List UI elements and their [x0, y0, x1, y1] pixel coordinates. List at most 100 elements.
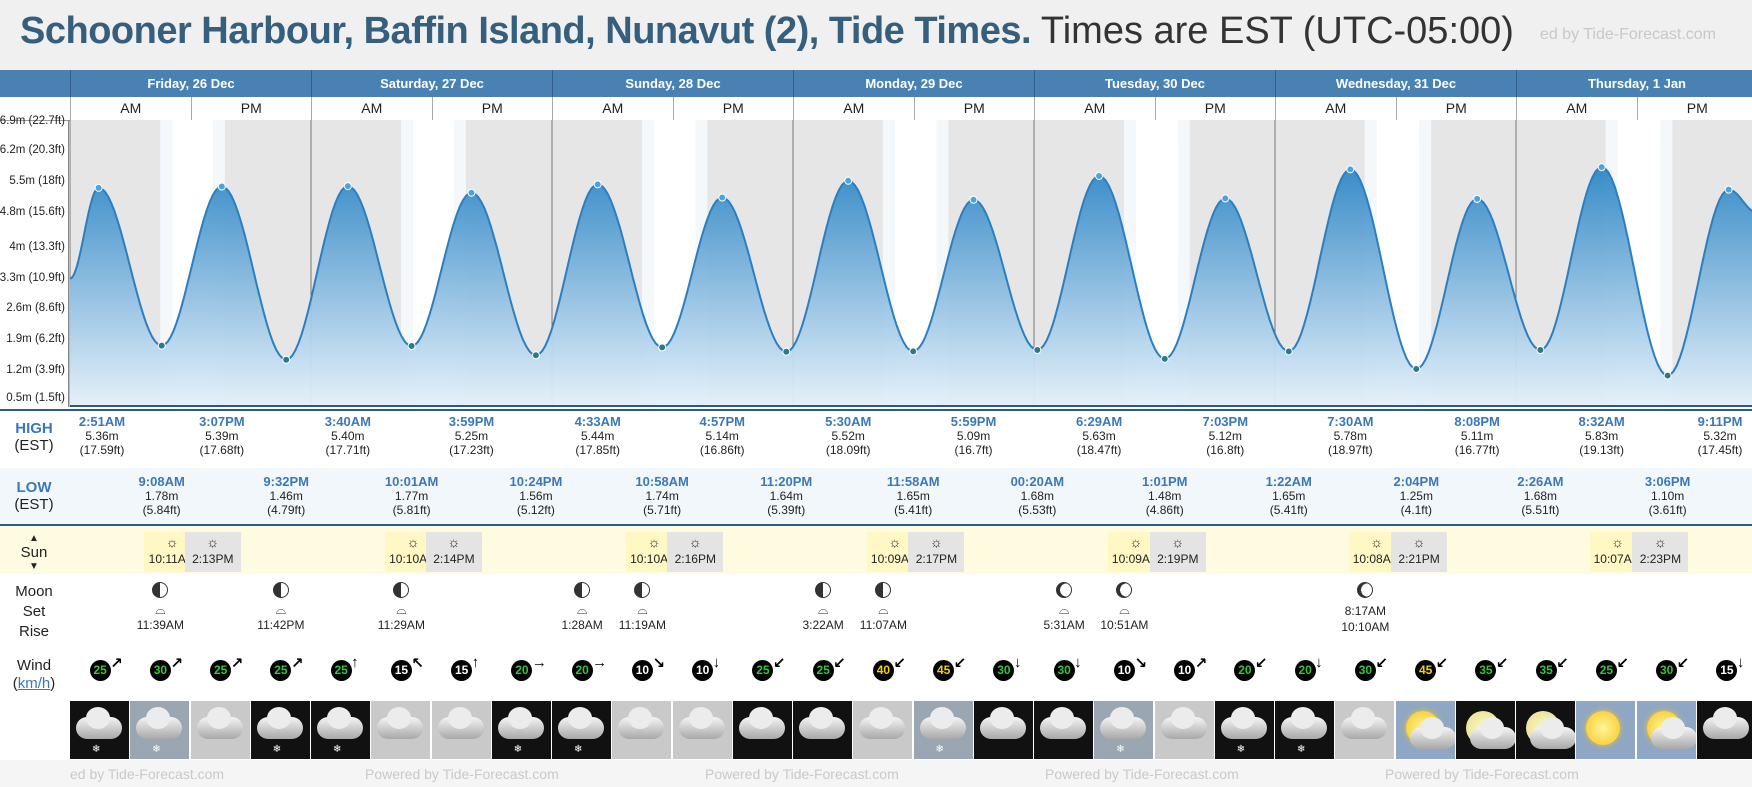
tide-point[interactable] [1095, 171, 1104, 180]
tide-point[interactable] [217, 182, 226, 191]
tide-point[interactable] [844, 176, 853, 185]
high-tide-entry: 8:32AM 5.83m (19.13ft) [1578, 414, 1625, 458]
tide-point[interactable] [969, 195, 978, 204]
moon-entry: ⌓ 11:19AM [612, 582, 672, 632]
wind-entry: 30 ↓ [1034, 654, 1094, 694]
sunset-entry: ☼ 2:23PM [1632, 532, 1689, 572]
sunrise-icon: ☼ [888, 534, 902, 550]
tide-point[interactable] [282, 355, 291, 364]
tide-point[interactable] [1033, 346, 1042, 355]
sunset-entry: ☼ 2:13PM [184, 532, 241, 572]
tide-point[interactable] [407, 342, 416, 351]
sunset-icon: ☼ [688, 534, 702, 550]
footer-brand: ed by Tide-Forecast.com [70, 766, 225, 782]
wind-entry: 45 ↙ [914, 655, 974, 694]
high-tide-row [0, 409, 1752, 470]
tide-point[interactable] [1221, 194, 1230, 203]
moonset-icon: ⌓ [155, 602, 166, 617]
day-header: Saturday, 27 Dec [311, 70, 552, 97]
tide-point[interactable] [531, 351, 540, 360]
y-tick-label: 6.9m (22.7ft) [0, 115, 65, 127]
moonset-icon: ⌓ [396, 602, 407, 617]
cloud-icon [1341, 707, 1388, 739]
moon-phase-icon [574, 582, 591, 598]
cloud-icon [196, 707, 243, 739]
tide-point[interactable] [1724, 185, 1733, 194]
day-header: Monday, 29 Dec [793, 70, 1034, 97]
low-tide-row [0, 468, 1752, 526]
wind-entry: 20 ↙ [1215, 655, 1275, 694]
high-tide-entry: 5:30AM 5.52m (18.09ft) [825, 414, 872, 458]
high-tide-entry: 7:30AM 5.78m (18.97ft) [1327, 414, 1374, 458]
tide-point[interactable] [718, 193, 727, 202]
tide-point[interactable] [1412, 364, 1421, 373]
tide-point[interactable] [1284, 347, 1293, 356]
tide-point[interactable] [909, 347, 918, 356]
weather-cell [732, 701, 792, 759]
ampm-header-row: AM PM AM PM AM PM AM PM AM PM AM PM AM PM [0, 97, 1752, 121]
sunrise-icon: ☼ [1129, 534, 1143, 550]
snow-icon: ❄ [935, 744, 944, 755]
tide-point[interactable] [1597, 163, 1606, 172]
cloud-icon [497, 707, 544, 739]
sunset-entry: ☼ 2:16PM [667, 532, 724, 572]
y-tick-label: 6.2m (20.3ft) [0, 143, 65, 156]
tide-point[interactable] [1536, 346, 1545, 355]
cloud-icon [1650, 717, 1696, 749]
moon-phase-icon [1116, 582, 1133, 598]
sunrise-icon: ☼ [647, 534, 661, 550]
y-tick-label: 4m (13.3ft) [9, 240, 65, 253]
footer-brand: Powered by Tide-Forecast.com [705, 766, 899, 782]
tide-point[interactable] [1663, 371, 1672, 380]
sunset-icon: ☼ [1171, 534, 1185, 550]
tide-point[interactable] [782, 347, 791, 356]
wind-entry: 35 ↙ [1516, 655, 1576, 694]
cloud-icon [1702, 707, 1749, 739]
snow-icon: ❄ [513, 744, 523, 755]
footer-brand: Powered by Tide-Forecast.com [1385, 766, 1579, 782]
tide-point[interactable] [593, 180, 602, 189]
wind-entry: 15 ↓ [1697, 654, 1752, 694]
weather-cell [190, 701, 250, 759]
weather-cell [1154, 701, 1214, 759]
moon-entry: ⌓ 3:22AM [793, 582, 853, 632]
cloud-icon [738, 707, 785, 739]
high-tide-entry: 5:59PM 5.09m (16.7ft) [950, 414, 997, 458]
tide-point[interactable] [157, 341, 166, 350]
tide-point[interactable] [94, 183, 103, 192]
footer-brand: Powered by Tide-Forecast.com [365, 766, 559, 782]
snow-icon: ❄ [1116, 744, 1125, 755]
tide-point[interactable] [1160, 354, 1169, 363]
wind-entry: 15 ↖ [371, 655, 431, 694]
wind-entry: 10 ↓ [673, 654, 733, 694]
tide-point[interactable] [1473, 194, 1482, 203]
sunrise-icon: ☼ [1611, 534, 1625, 550]
tide-point[interactable] [658, 343, 667, 352]
tide-point[interactable] [1346, 165, 1355, 174]
pm-label: PM [672, 97, 794, 120]
weather-cell [1034, 701, 1093, 759]
cloud-icon [1530, 717, 1575, 749]
weather-cell [1395, 701, 1455, 759]
pm-label: PM [913, 97, 1035, 120]
wind-entry: 10 ↘ [612, 655, 672, 694]
weather-cell: ❄ [1094, 701, 1154, 759]
cloud-icon [1160, 707, 1207, 739]
pm-label: PM [190, 97, 312, 120]
tide-point[interactable] [467, 188, 476, 197]
moonset-icon: ⌓ [817, 602, 829, 617]
moon-entry: ⌓ 10:51AM [1094, 582, 1154, 632]
wind-unit-link[interactable]: km/h [17, 675, 51, 692]
tide-point[interactable] [343, 182, 352, 191]
sunset-icon: ☼ [447, 534, 461, 550]
high-tide-entry: 3:07PM 5.39m (17.68ft) [199, 414, 245, 458]
low-tide-entry: 10:01AM 1.77m (5.81ft) [384, 474, 439, 518]
y-tick-label: 0.5m (1.5ft) [6, 392, 65, 404]
moon-phase-icon [875, 582, 892, 598]
moon-label: Moon Set Rise [15, 583, 53, 640]
snow-icon: ❄ [152, 744, 161, 755]
high-tide-entry: 7:03PM 5.12m (16.8ft) [1202, 414, 1249, 458]
low-tide-entry: 10:58AM 1.74m (5.71ft) [635, 474, 689, 518]
moonset-icon: ⌓ [878, 602, 889, 617]
high-tide-entry: 9:11PM 5.32m (17.45ft) [1697, 414, 1743, 458]
